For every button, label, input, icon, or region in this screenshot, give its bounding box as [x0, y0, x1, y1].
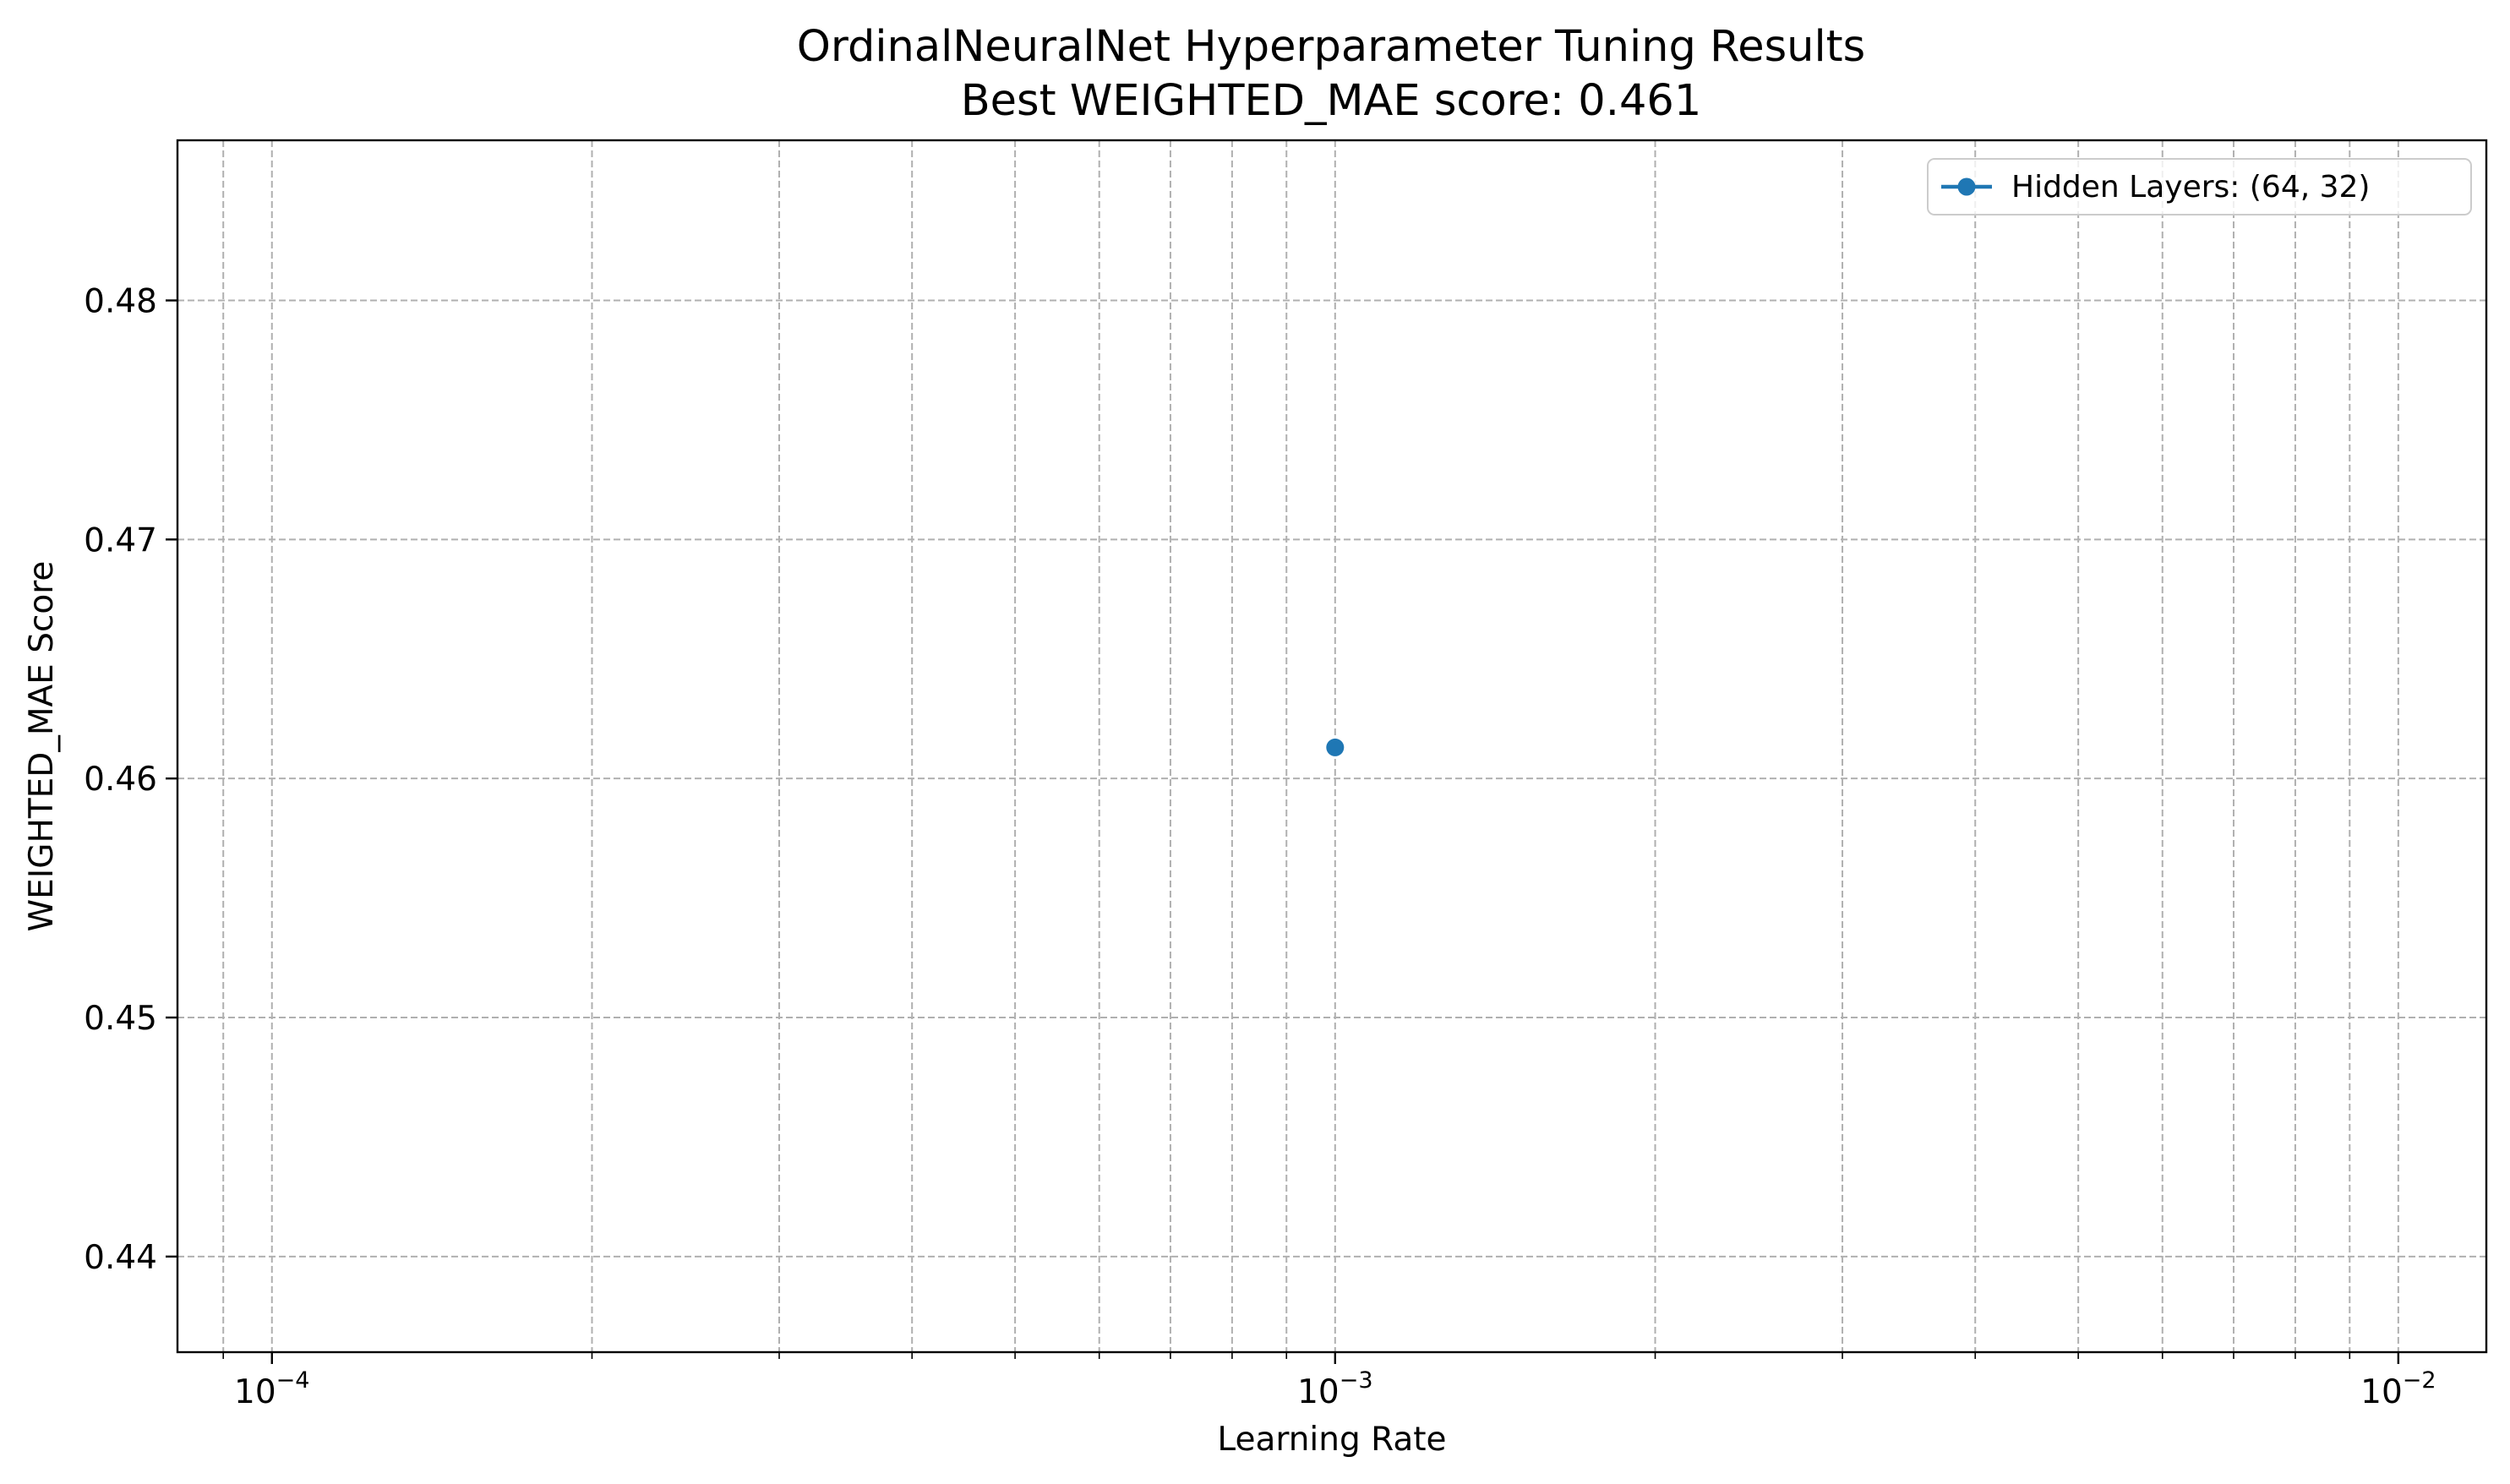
- x-tick-exponent: −4: [276, 1367, 310, 1394]
- y-tick-label: 0.44: [84, 1239, 157, 1277]
- x-tick-label: 10−2: [2360, 1367, 2436, 1411]
- legend-box: [1927, 158, 2472, 216]
- chart-subtitle: Best WEIGHTED_MAE score: 0.461: [961, 76, 1702, 126]
- legend-entry-label: Hidden Layers: (64, 32): [2011, 170, 2370, 205]
- y-tick-label: 0.46: [84, 761, 157, 799]
- y-tick-label: 0.45: [84, 1000, 157, 1038]
- x-tick-exponent: −3: [1340, 1367, 1373, 1394]
- x-axis-label: Learning Rate: [1217, 1421, 1446, 1459]
- marks-layer: [1326, 738, 1345, 756]
- data-point: [1326, 738, 1345, 756]
- ticks-layer: 10−4 10−3 10−20.440.450.460.470.48: [84, 283, 2436, 1411]
- y-tick-label: 0.48: [84, 283, 157, 321]
- grid-layer: [177, 140, 2486, 1352]
- chart-title: OrdinalNeuralNet Hyperparameter Tuning R…: [797, 22, 1865, 72]
- x-tick-exponent: −2: [2403, 1367, 2436, 1394]
- y-axis-label: WEIGHTED_MAE Score: [23, 561, 61, 932]
- plot-frame: [176, 139, 2488, 1354]
- y-tick-label: 0.47: [84, 521, 157, 559]
- legend-marker-swatch: [1957, 177, 1976, 196]
- legend: Hidden Layers: (64, 32): [1927, 158, 2472, 216]
